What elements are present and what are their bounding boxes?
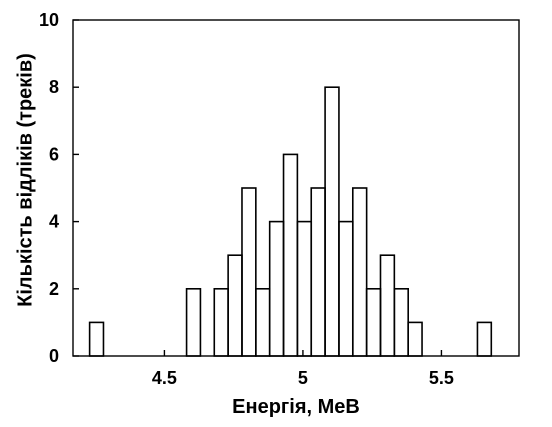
histogram-bar-15 <box>296 220 313 357</box>
histogram-bar-18 <box>338 220 354 357</box>
x-axis-label: Енергія, МеВ <box>232 396 360 418</box>
y-tick-label-4: 8 <box>49 77 59 97</box>
histogram-bar-12 <box>255 287 271 357</box>
bars-layer <box>88 86 493 357</box>
histogram-bar-11 <box>241 187 257 357</box>
y-tick-label-2: 4 <box>49 212 59 232</box>
histogram-bar-23 <box>407 321 423 357</box>
y-tick-label-1: 2 <box>49 279 59 299</box>
histogram-bar-20 <box>365 287 382 357</box>
histogram-bar-13 <box>268 220 285 357</box>
histogram-bar-14 <box>282 153 299 357</box>
y-tick-label-5: 10 <box>39 10 59 30</box>
histogram-bar-22 <box>393 287 409 357</box>
histogram-bar-19 <box>351 187 368 357</box>
x-tick-label-0: 4.5 <box>152 368 177 388</box>
x-tick-label-1: 5 <box>298 368 308 388</box>
histogram-bar-9 <box>213 287 229 357</box>
ticks-layer: 4.5 5 5.5 0 2 4 6 8 10 <box>39 10 454 388</box>
histogram-bar-21 <box>379 254 396 357</box>
y-axis-label: Кількість відліків (треків) <box>14 53 36 307</box>
y-tick-label-3: 6 <box>49 144 59 164</box>
plot-frame <box>72 19 520 357</box>
histogram-bar-0 <box>88 321 105 357</box>
histogram-bar-17 <box>324 86 340 357</box>
y-tick-label-0: 0 <box>49 346 59 366</box>
histogram-bar-10 <box>227 254 243 357</box>
histogram-bar-7 <box>185 287 202 357</box>
histogram-bar-28 <box>476 321 493 357</box>
x-tick-label-2: 5.5 <box>429 368 454 388</box>
histogram-bar-16 <box>310 187 326 357</box>
